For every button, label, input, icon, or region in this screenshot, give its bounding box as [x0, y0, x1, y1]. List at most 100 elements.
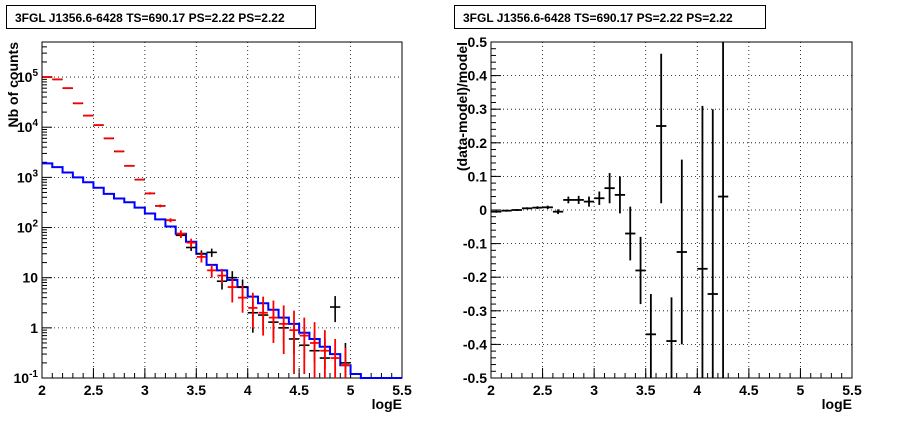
- model-point: [165, 218, 176, 223]
- residual-point: [542, 205, 553, 209]
- y-tick-label: -0.1: [463, 236, 487, 252]
- x-tick-label: 2: [487, 382, 495, 398]
- y-tick-label: 0.4: [468, 68, 488, 84]
- model-point: [320, 330, 330, 378]
- y-tick-exponent: -1: [29, 369, 38, 380]
- model-point: [289, 310, 299, 375]
- y-tick-base: 10: [17, 119, 33, 135]
- residual-point: [625, 206, 636, 261]
- residual-point: [717, 42, 729, 378]
- model-point: [145, 192, 155, 195]
- model-point: [330, 338, 340, 378]
- residual-point: [583, 196, 595, 207]
- model-point: [155, 204, 165, 208]
- model-point: [299, 317, 309, 375]
- plot-frame: [41, 41, 403, 379]
- residual-point: [635, 236, 646, 305]
- y-tick-label: 0.5: [468, 34, 488, 50]
- y-tick-label: -0.3: [463, 303, 487, 319]
- x-tick-label: 5.5: [392, 382, 412, 398]
- y-tick-base: 10: [14, 370, 30, 386]
- x-tick-label: 2.5: [533, 382, 553, 398]
- residual-point: [521, 207, 533, 210]
- y-tick-label: 0.3: [468, 101, 488, 117]
- model-point: [63, 87, 73, 90]
- model-point: [186, 238, 196, 248]
- x-tick-label: 4: [693, 382, 701, 398]
- y-axis-label: Nb of counts: [5, 42, 21, 128]
- x-tick-label: 3: [590, 382, 598, 398]
- y-tick-base: 10: [17, 169, 33, 185]
- y-tick-exponent: 3: [32, 168, 38, 179]
- residual-point: [491, 210, 502, 213]
- y-tick-exponent: 4: [32, 118, 38, 129]
- y-tick-label: 0.2: [468, 135, 488, 151]
- residual-point: [552, 209, 564, 215]
- x-tick-label: 2.5: [84, 382, 104, 398]
- y-tick-exponent: 5: [32, 68, 38, 79]
- y-tick-exponent: 2: [32, 219, 38, 230]
- residual-point: [697, 105, 708, 378]
- y-tick-label: 1: [30, 320, 38, 336]
- x-tick-label: 4.5: [289, 382, 309, 398]
- model-point: [248, 292, 258, 328]
- x-axis-label: logE: [372, 396, 402, 412]
- model-point: [135, 178, 145, 181]
- y-tick-base: 1: [30, 320, 38, 336]
- model-point: [279, 305, 289, 355]
- residual-point: [511, 208, 522, 212]
- data-point: [330, 296, 341, 323]
- x-tick-label: 5: [347, 382, 355, 398]
- y-tick-label: 103: [17, 168, 39, 185]
- model-point: [237, 285, 248, 313]
- y-tick-base: 10: [22, 270, 38, 286]
- x-tick-label: 5: [797, 382, 805, 398]
- model-point: [104, 137, 114, 140]
- model-point: [93, 124, 104, 127]
- x-tick-label: 3.5: [187, 382, 207, 398]
- model-point: [207, 264, 217, 278]
- x-axis-label: logE: [822, 396, 852, 412]
- model-point: [309, 322, 320, 378]
- model-point: [196, 252, 207, 263]
- model-point: [340, 347, 351, 378]
- left-plot-title: 3FGL J1356.6-6428 TS=690.17 PS=2.22 PS=2…: [6, 5, 316, 29]
- y-tick-label: 105: [17, 68, 39, 85]
- y-tick-label: 0: [479, 202, 487, 218]
- y-tick-label: 0.1: [468, 168, 488, 184]
- x-tick-label: 3.5: [636, 382, 656, 398]
- residual-point: [676, 159, 687, 345]
- residual-point: [563, 196, 574, 204]
- model-point: [42, 76, 52, 78]
- residual-point: [656, 53, 667, 204]
- y-tick-label: -0.4: [463, 336, 487, 352]
- x-tick-label: 4.5: [739, 382, 759, 398]
- y-tick-base: 10: [17, 220, 33, 236]
- x-tick-label: 2: [38, 382, 46, 398]
- residual-point: [604, 173, 615, 204]
- residual-point: [666, 297, 677, 378]
- model-point: [124, 164, 135, 167]
- y-tick-label: 10: [22, 270, 38, 286]
- residual-point: [645, 294, 657, 378]
- residual-point: [532, 206, 543, 209]
- model-point: [268, 300, 279, 343]
- y-tick-label: 10-1: [14, 369, 39, 386]
- x-tick-label: 4: [244, 382, 252, 398]
- y-tick-label: 104: [17, 118, 39, 135]
- data-point: [206, 248, 217, 257]
- residual-point: [573, 195, 584, 204]
- y-tick-label: -0.5: [463, 370, 487, 386]
- model-point: [258, 296, 268, 336]
- residual-point: [614, 176, 626, 214]
- y-tick-label: -0.2: [463, 269, 487, 285]
- counts-spectrum-plot: 2 2.5 3 3.5 4 4.5 5 5.510-1110102103104105logEN…: [5, 41, 412, 412]
- model-point: [114, 150, 124, 153]
- residual-point: [707, 109, 718, 378]
- model-point: [217, 268, 227, 284]
- y-tick-label: 102: [17, 219, 39, 236]
- y-tick-base: 10: [17, 69, 33, 85]
- residual-point: [501, 209, 512, 212]
- x-tick-label: 3: [141, 382, 149, 398]
